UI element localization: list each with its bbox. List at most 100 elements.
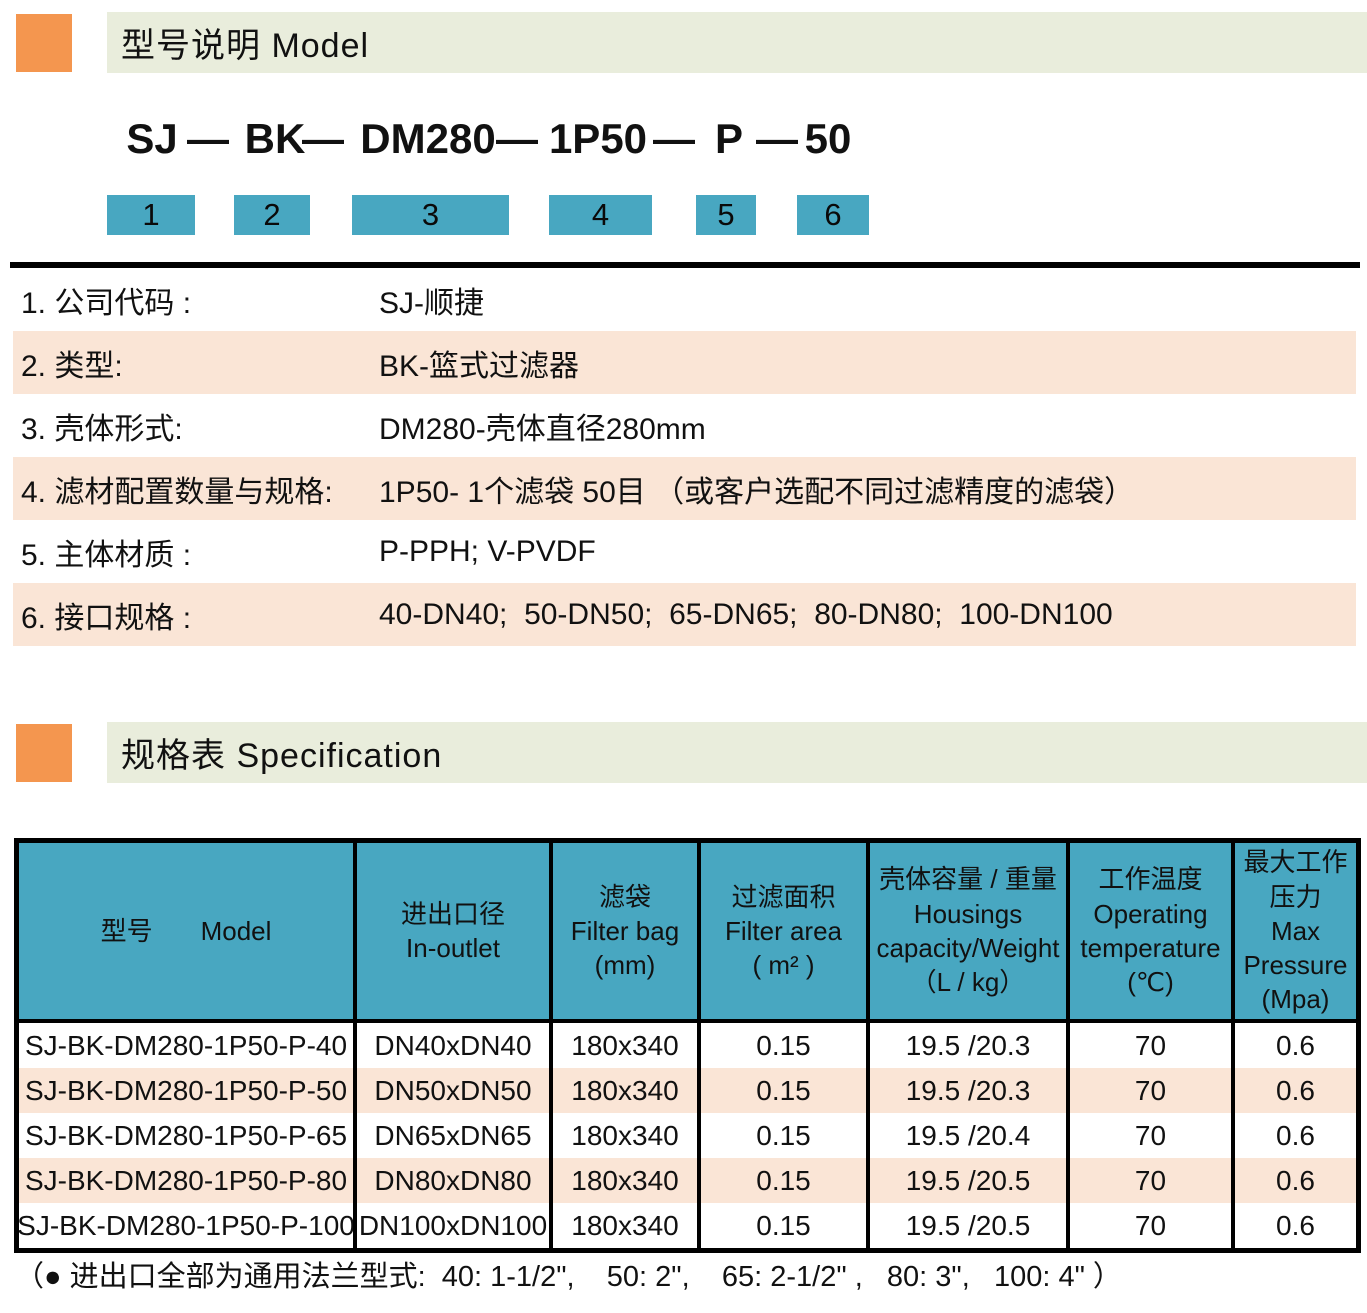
model-item-value: SJ-顺捷 [379,286,484,320]
model-item-label: 2. 类型: [21,349,123,383]
model-item-label: 6. 接口规格 : [21,601,192,635]
box-number: 6 [824,197,842,232]
column-header-pressure: 最大工作压力 Max Pressure (Mpa) [1235,843,1356,1019]
model-item-2: 2. 类型: BK-篮式过滤器 [13,331,1356,394]
column-header-capacity: 壳体容量 / 重量 Housings capacity/Weight （L / … [870,843,1070,1019]
model-explanation-list: 1. 公司代码 : SJ-顺捷 2. 类型: BK-篮式过滤器 3. 壳体形式:… [0,268,1367,646]
model-item-value: BK-篮式过滤器 [379,349,580,383]
model-item-value: DM280-壳体直径280mm [379,412,706,446]
cell-bag: 180x340 [553,1158,701,1203]
header-zh: 工作温度 [1098,864,1203,895]
model-section-header: 型号说明 Model [107,12,1367,73]
header-en: Housings capacity/Weight [876,898,1060,963]
specification-table: 型号 Model 进出口径 In-outlet 滤袋 Filter bag (m… [14,838,1361,1253]
model-item-label: 5. 主体材质 : [21,538,192,572]
header-en: Operating temperature [1080,898,1221,963]
cell-temp: 70 [1070,1113,1235,1158]
header-en: Filter area [724,915,843,946]
model-code-diagram: SJ — BK — DM280 — 1P50 — P — 50 1 2 3 4 … [0,105,950,245]
section-accent-square [16,14,72,72]
code-segment-type: BK [244,115,306,162]
cell-pressure: 0.6 [1276,1029,1315,1061]
cell-temp: 70 [1070,1023,1235,1068]
cell-inout: DN100xDN100 [357,1203,553,1248]
table-row: SJ-BK-DM280-1P50-P-80 DN80xDN80 180x340 … [19,1158,1356,1203]
cell-inout: DN50xDN50 [357,1068,553,1113]
code-number-box-4: 4 [549,195,652,235]
model-item-label: 4. 滤材配置数量与规格: [21,475,333,509]
cell-area: 0.15 [701,1203,870,1248]
column-header-inout: 进出口径 In-outlet [357,843,553,1019]
spec-section-title: 规格表 Specification [121,737,443,775]
model-item-4: 4. 滤材配置数量与规格: 1P50- 1个滤袋 50目 （或客户选配不同过滤精… [13,457,1356,520]
header-unit: (Mpa) [1261,984,1330,1015]
cell-capacity: 19.5 /20.5 [870,1203,1070,1248]
header-zh: 过滤面积 [731,881,836,912]
model-item-value: 40-DN40; 50-DN50; 65-DN65; 80-DN80; 100-… [379,597,1113,631]
cell-temp: 70 [1070,1068,1235,1113]
code-number-box-2: 2 [234,195,310,235]
code-dash: — [187,115,229,162]
cell-capacity: 19.5 /20.5 [870,1158,1070,1203]
code-dash: — [756,115,798,162]
cell-pressure: 0.6 [1276,1119,1315,1151]
table-row: SJ-BK-DM280-1P50-P-50 DN50xDN50 180x340 … [19,1068,1356,1113]
model-item-1: 1. 公司代码 : SJ-顺捷 [13,268,1356,331]
box-number: 2 [263,197,281,232]
header-en: Model [200,915,272,946]
code-dash: — [653,115,695,162]
table-header-row: 型号 Model 进出口径 In-outlet 滤袋 Filter bag (m… [19,843,1356,1023]
header-unit: ( m² ) [752,950,815,981]
cell-temp: 70 [1070,1203,1235,1248]
cell-area: 0.15 [701,1068,870,1113]
code-dash: — [302,115,344,162]
cell-bag: 180x340 [553,1113,701,1158]
cell-capacity: 19.5 /20.3 [870,1023,1070,1068]
cell-pressure: 0.6 [1276,1209,1315,1241]
code-number-box-6: 6 [797,195,869,235]
spec-section-header: 规格表 Specification [107,722,1367,783]
divider-line [10,262,1360,268]
header-zh: 滤袋 [598,881,651,912]
code-number-box-5: 5 [696,195,756,235]
flange-type-note: （● 进出口全部为通用法兰型式: 40: 1-1/2", 50: 2", 65:… [15,1261,1122,1293]
header-zh: 最大工作压力 [1243,847,1348,912]
code-segment-filter: 1P50 [548,115,648,162]
column-header-filterarea: 过滤面积 Filter area ( m² ) [701,843,870,1019]
box-number: 5 [717,197,735,232]
model-item-3: 3. 壳体形式: DM280-壳体直径280mm [13,394,1356,457]
cell-model: SJ-BK-DM280-1P50-P-40 [19,1023,357,1068]
cell-model: SJ-BK-DM280-1P50-P-65 [19,1113,357,1158]
code-segment-port: 50 [804,115,852,162]
cell-area: 0.15 [701,1113,870,1158]
column-header-temperature: 工作温度 Operating temperature (℃) [1070,843,1235,1019]
cell-bag: 180x340 [553,1203,701,1248]
cell-temp: 70 [1070,1158,1235,1203]
column-header-filterbag: 滤袋 Filter bag (mm) [553,843,701,1019]
code-number-box-1: 1 [107,195,195,235]
code-segment-material: P [714,115,744,162]
cell-model: SJ-BK-DM280-1P50-P-80 [19,1158,357,1203]
cell-inout: DN65xDN65 [357,1113,553,1158]
cell-inout: DN40xDN40 [357,1023,553,1068]
model-item-label: 3. 壳体形式: [21,412,183,446]
model-item-value: P-PPH; V-PVDF [379,534,596,568]
box-number: 3 [421,197,440,232]
cell-bag: 180x340 [553,1023,701,1068]
box-number: 4 [591,197,610,232]
model-section-title: 型号说明 Model [121,27,370,65]
cell-bag: 180x340 [553,1068,701,1113]
box-number: 1 [142,197,160,232]
cell-area: 0.15 [701,1158,870,1203]
header-en: Max Pressure [1243,915,1348,981]
code-segment-company: SJ [126,115,178,162]
cell-pressure: 0.6 [1235,1158,1356,1203]
header-unit: (℃) [1127,967,1174,998]
model-item-value: 1P50- 1个滤袋 50目 （或客户选配不同过滤精度的滤袋） [379,475,1135,509]
header-unit: (mm) [594,950,656,981]
cell-pressure: 0.6 [1235,1068,1356,1113]
header-zh: 进出口径 [400,898,505,929]
table-row: SJ-BK-DM280-1P50-P-65 DN65xDN65 180x340 … [19,1113,1356,1158]
column-header-model: 型号 Model [19,843,357,1019]
cell-inout: DN80xDN80 [357,1158,553,1203]
